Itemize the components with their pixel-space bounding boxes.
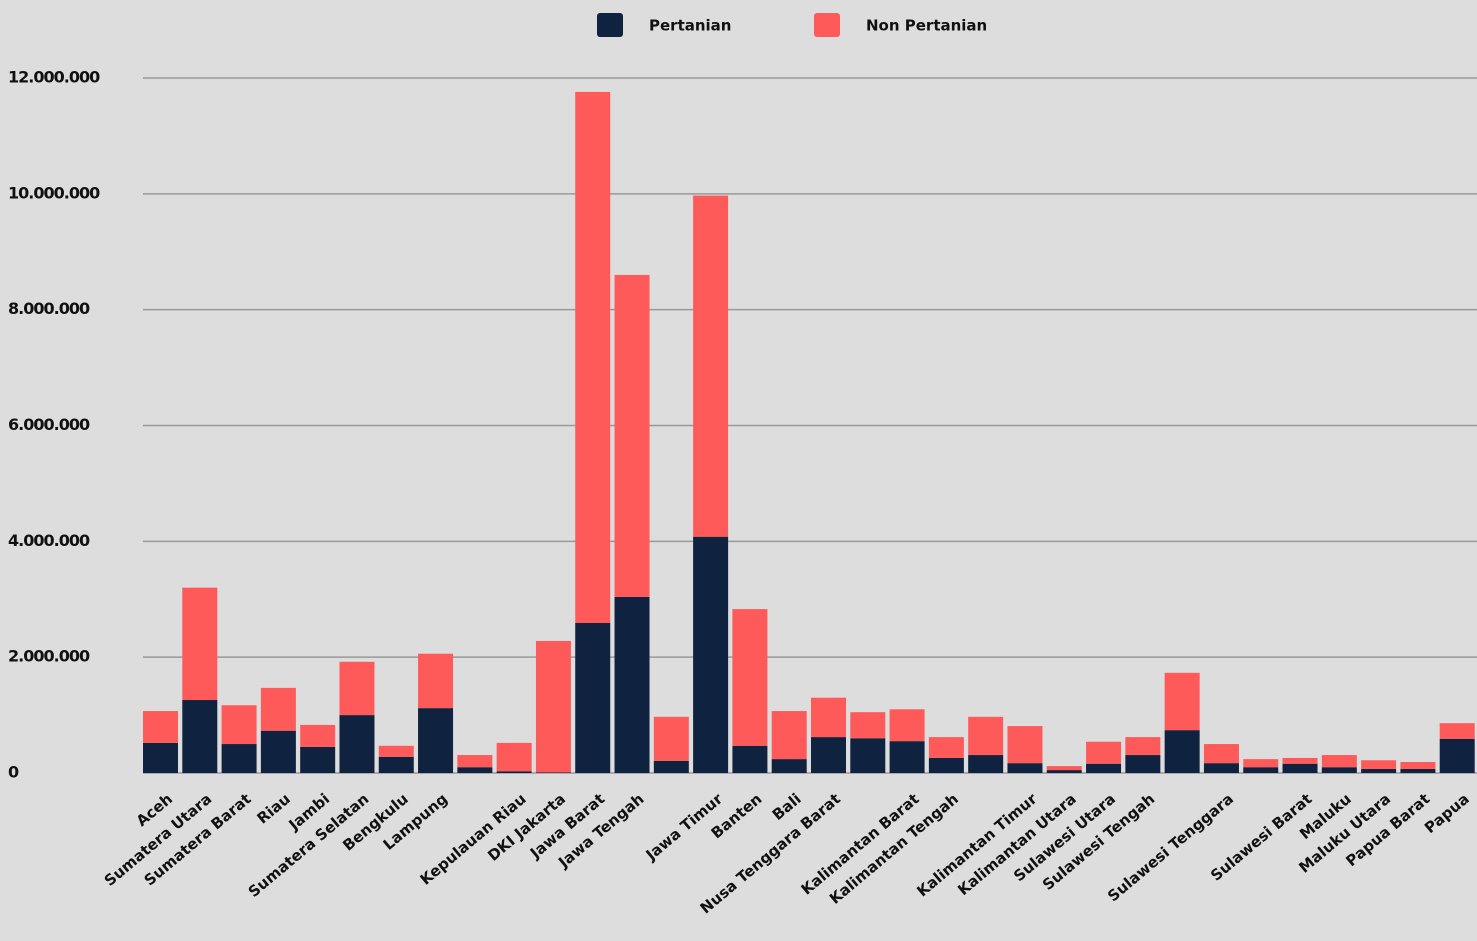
bar-segment <box>575 91 611 623</box>
bar-segment <box>732 609 768 746</box>
bar-segment <box>653 760 689 773</box>
x-tick-label: Sulawesi Tenggara <box>1104 790 1237 906</box>
bar-segment <box>221 705 257 745</box>
bar-segment <box>811 697 846 738</box>
bar-segment <box>1203 763 1239 773</box>
bar-segment <box>732 745 768 773</box>
y-tick-label: 0 <box>8 763 19 782</box>
bar-segment <box>575 622 611 773</box>
legend-swatch <box>597 13 623 37</box>
bar-segment <box>143 742 178 773</box>
legend-label: Pertanian <box>649 17 731 35</box>
bar-segment <box>850 738 886 773</box>
bar-segment <box>1243 767 1279 773</box>
bar-segment <box>1007 763 1043 773</box>
bar-segment <box>496 742 532 772</box>
bar-segment <box>1243 759 1279 768</box>
bar-segment <box>1125 755 1161 773</box>
bar-segment <box>1164 730 1200 773</box>
bar-segment <box>653 716 689 761</box>
bar-segment <box>1007 726 1043 764</box>
bar-segment <box>300 724 336 747</box>
bar-segment <box>1321 767 1357 773</box>
bar-segment <box>693 536 729 773</box>
bar-segment <box>457 755 493 768</box>
bar-segment <box>260 687 296 731</box>
bar-segment <box>378 756 414 773</box>
legend-swatch <box>814 13 840 37</box>
y-tick-label: 6.000.000 <box>8 415 90 434</box>
bar-segment <box>260 730 296 773</box>
bar-segment <box>1400 768 1436 773</box>
bar-segment <box>1125 737 1161 756</box>
bar-segment <box>535 640 571 773</box>
bar-segment <box>535 772 571 773</box>
bar-segment <box>1046 770 1082 773</box>
bar-segment <box>182 587 218 701</box>
bar-segment <box>811 737 846 773</box>
legend-label: Non Pertanian <box>866 17 987 35</box>
bar-segment <box>182 700 218 773</box>
y-tick-label: 10.000.000 <box>8 183 100 202</box>
x-tick-label: Papua <box>1421 790 1473 837</box>
bar-segment <box>771 711 807 760</box>
bar-segment <box>378 745 414 757</box>
bar-segment <box>1361 760 1397 769</box>
bar-segment <box>889 741 925 773</box>
bar-segment <box>928 757 964 773</box>
bar-segment <box>614 274 650 597</box>
y-tick-label: 4.000.000 <box>8 531 90 550</box>
y-tick-label: 2.000.000 <box>8 647 90 666</box>
bar-segment <box>1046 766 1082 771</box>
bar-segment <box>1086 741 1122 764</box>
bar-segment <box>614 596 650 773</box>
bar-segment <box>1439 723 1475 739</box>
bar-segment <box>221 744 257 773</box>
y-tick-label: 12.000.000 <box>8 68 100 87</box>
bar-segment <box>1282 763 1318 773</box>
bar-segment <box>1203 744 1239 764</box>
bar-segment <box>339 661 375 716</box>
bar-segment <box>928 737 964 758</box>
bar-segment <box>418 708 454 773</box>
bar-segment <box>1086 763 1122 773</box>
bar-segment <box>771 759 807 773</box>
bar-segment <box>1361 768 1397 773</box>
bar-segment <box>418 653 454 709</box>
bar-segment <box>1321 755 1357 768</box>
bar-segment <box>1400 761 1436 769</box>
bar-segment <box>300 746 336 773</box>
bar-segment <box>968 755 1004 773</box>
bar-segment <box>143 711 178 743</box>
bar-segment <box>1439 738 1475 773</box>
bar-segment <box>968 716 1004 756</box>
bar-segment <box>693 195 729 537</box>
bar-segment <box>1282 757 1318 764</box>
bar-segment <box>457 767 493 773</box>
bar-segment <box>496 771 532 773</box>
bar-segment <box>850 712 886 739</box>
bar-segment <box>889 709 925 742</box>
bar-segment <box>339 715 375 773</box>
y-tick-label: 8.000.000 <box>8 299 90 318</box>
bar-segment <box>1164 672 1200 731</box>
